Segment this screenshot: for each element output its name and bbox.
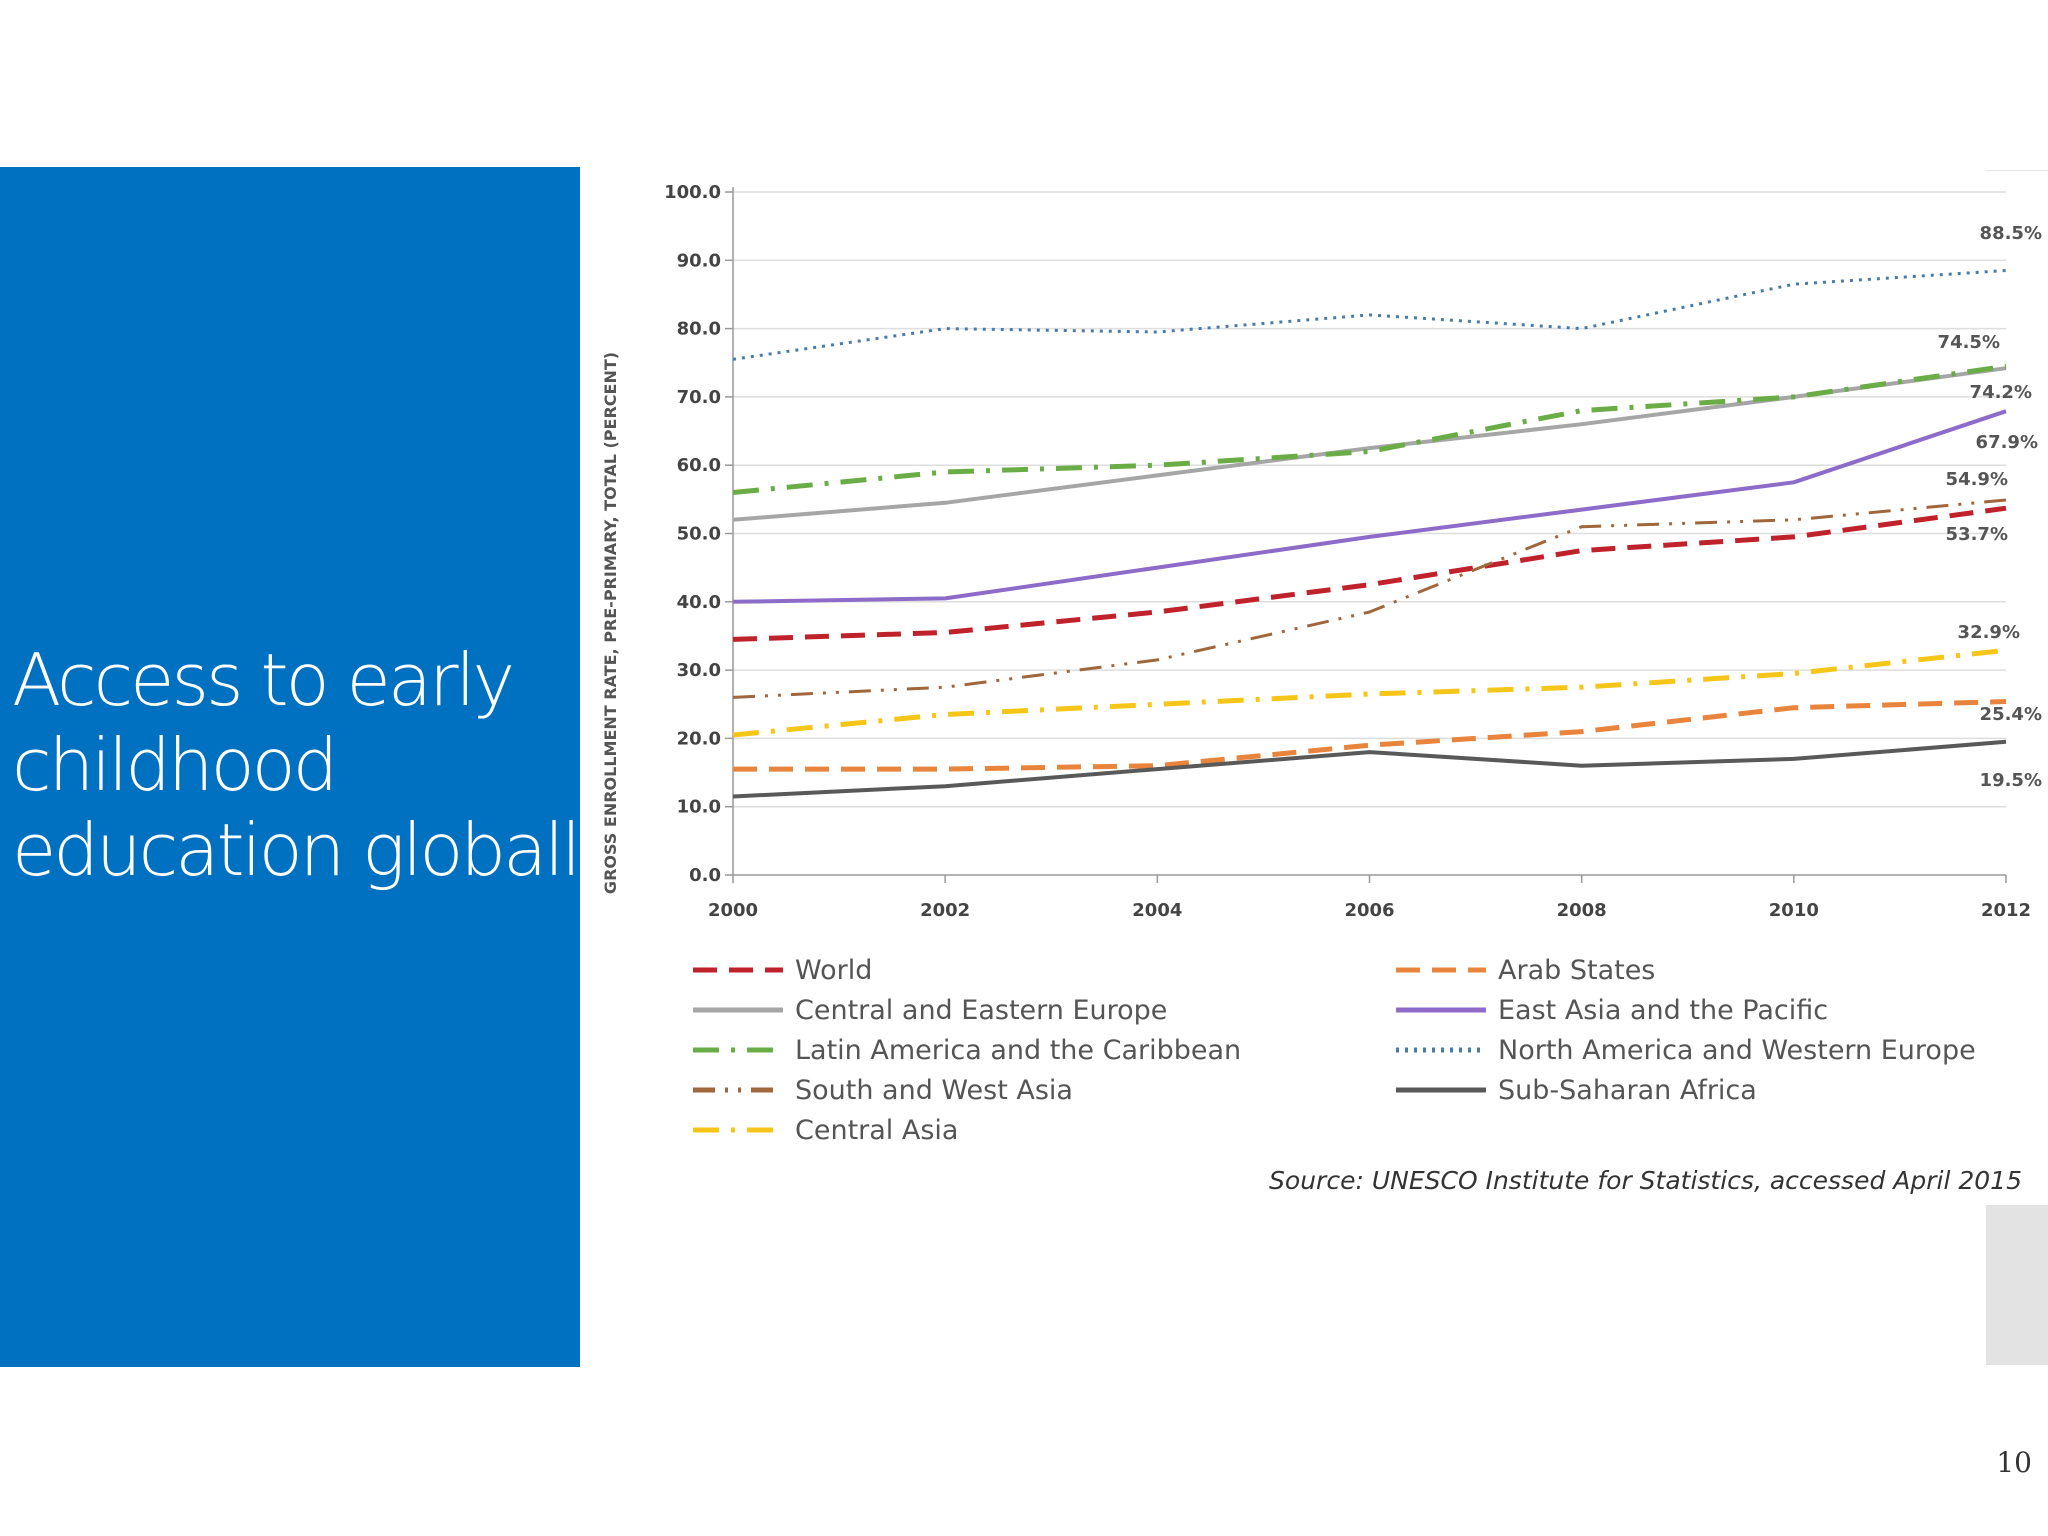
y-tick-label: 10.0: [677, 797, 721, 818]
series-line-south-and-west-asia: [732, 498, 2007, 699]
legend-label: Sub-Saharan Africa: [1498, 1075, 1757, 1106]
series-line-central-asia: [732, 647, 2007, 738]
x-tick-label: 2010: [1769, 900, 1819, 921]
slide-title: Access to early childhood education glob…: [12, 638, 621, 893]
y-tick-label: 0.0: [689, 865, 721, 886]
legend-label: Arab States: [1498, 955, 1655, 986]
x-tick-label: 2004: [1132, 900, 1182, 921]
legend-label: Latin America and the Caribbean: [795, 1035, 1241, 1066]
y-tick-label: 70.0: [677, 387, 721, 408]
source-note: Source: UNESCO Institute for Statistics,…: [1269, 1166, 2022, 1195]
title-line-2: childhood: [12, 723, 338, 807]
legend-label: Central and Eastern Europe: [795, 995, 1167, 1026]
series-line-latin-america-and-the-caribbean: [732, 363, 2007, 495]
end-value-label: 32.9%: [1958, 622, 2020, 643]
x-tick-label: 2006: [1344, 900, 1394, 921]
x-tick-label: 2008: [1557, 900, 1607, 921]
series-line-north-america-and-western-europe: [732, 269, 2007, 361]
end-value-label: 53.7%: [1946, 524, 2008, 545]
y-tick-label: 30.0: [677, 660, 721, 681]
legend-label: East Asia and the Pacific: [1498, 995, 1828, 1026]
legend-label: North America and Western Europe: [1498, 1035, 1976, 1066]
y-tick-label: 90.0: [677, 250, 721, 271]
end-value-label: 54.9%: [1946, 469, 2008, 490]
chart-series: [732, 269, 2007, 799]
end-value-label: 19.5%: [1980, 770, 2042, 791]
x-tick-label: 2002: [920, 900, 970, 921]
decorative-gray-block: [1986, 1205, 2048, 1365]
series-line-arab-states: [733, 699, 2007, 772]
chart-legend: World Central and Eastern Europe Latin Ame…: [693, 955, 1976, 1146]
y-tick-label: 100.0: [664, 182, 721, 203]
end-value-label: 74.2%: [1970, 382, 2032, 403]
end-value-label: 88.5%: [1980, 223, 2042, 244]
end-value-label: 74.5%: [1938, 332, 2000, 353]
legend-label: Central Asia: [795, 1115, 958, 1146]
y-tick-label: 60.0: [677, 455, 721, 476]
enrollment-line-chart: 0.0 10.0 20.0 30.0 40.0 50.0 60.0 70.0 80.0 90.0 1…: [601, 182, 2042, 1195]
series-line-sub-saharan-africa: [732, 739, 2007, 799]
end-value-label: 25.4%: [1980, 704, 2042, 725]
y-tick-label: 50.0: [677, 524, 721, 545]
end-value-label: 67.9%: [1976, 432, 2038, 453]
x-tick-label: 2012: [1981, 900, 2031, 921]
series-line-east-asia-and-the-pacific: [732, 409, 2007, 604]
title-line-1: Access to early: [12, 638, 515, 722]
chart-end-labels: 53.7% 74.2% 74.5% 54.9% 32.9% 25.4% 67.9% 88.5%…: [1938, 223, 2042, 791]
page-number: 10: [1996, 1446, 2032, 1479]
series-line-world: [732, 505, 2007, 642]
legend-label: World: [795, 955, 872, 986]
y-tick-label: 80.0: [677, 319, 721, 340]
title-panel: [0, 167, 580, 1367]
series-line-central-and-eastern-europe: [732, 366, 2007, 522]
y-axis-label: GROSS ENROLLMENT RATE, PRE-PRIMARY, TOTA…: [601, 352, 620, 894]
corner-divider: [1986, 170, 2048, 171]
chart-axes: 0.0 10.0 20.0 30.0 40.0 50.0 60.0 70.0 80.0 90.0 1…: [664, 182, 2031, 921]
title-line-3: education globally: [12, 808, 621, 892]
x-tick-label: 2000: [708, 900, 758, 921]
legend-label: South and West Asia: [795, 1075, 1073, 1106]
y-tick-label: 40.0: [677, 592, 721, 613]
y-tick-label: 20.0: [677, 728, 721, 749]
